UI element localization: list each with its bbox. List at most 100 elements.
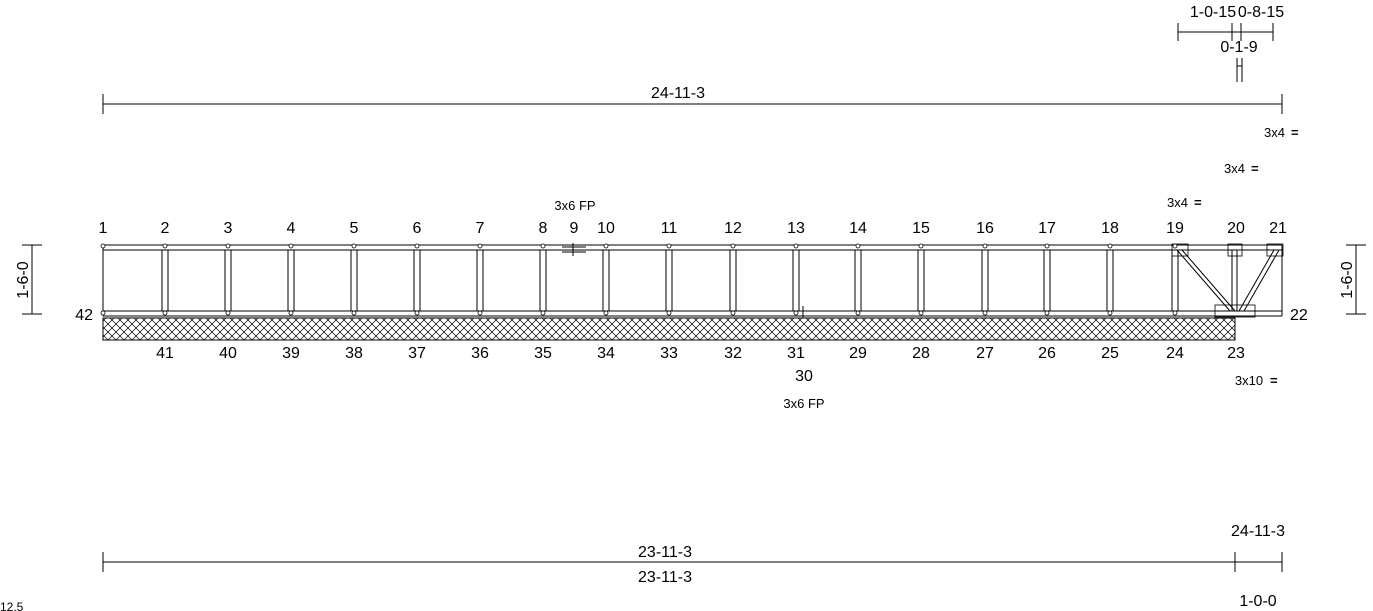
vertical-web (1106, 249, 1114, 312)
node-marker (351, 243, 357, 249)
node-marker (982, 243, 988, 249)
vertical-web (854, 249, 862, 312)
node-marker (603, 243, 609, 249)
node-marker (540, 310, 546, 316)
bottom-node-label: 40 (219, 345, 237, 362)
node-42-label: 42 (75, 307, 93, 324)
node-marker (540, 243, 546, 249)
top-node-label: 17 (1038, 220, 1056, 237)
dim-overall-bottom-upper: 23-11-3 (638, 544, 692, 561)
node-marker (855, 243, 861, 249)
plate-label-1: 3x4 (1264, 125, 1285, 140)
top-node-label: 19 (1166, 220, 1184, 237)
node-marker (162, 243, 168, 249)
dim-seg-a: 1-0-15 (1190, 4, 1236, 21)
bottom-node-label: 24 (1166, 345, 1184, 362)
top-node-label: 14 (849, 220, 867, 237)
node-marker (730, 243, 736, 249)
vertical-web (792, 249, 800, 312)
plate-label-fp-bottom: 3x6 FP (783, 396, 824, 411)
bottom-node-label: 37 (408, 345, 426, 362)
node-22-label: 22 (1290, 307, 1308, 324)
plate-symbol-1: = (1291, 125, 1299, 140)
node-marker (918, 310, 924, 316)
top-node-label: 4 (287, 220, 296, 237)
node-marker (982, 310, 988, 316)
bottom-node-label: 29 (849, 345, 867, 362)
plate-label-2: 3x4 (1224, 161, 1245, 176)
vertical-web (476, 249, 484, 312)
top-node-label: 2 (161, 220, 170, 237)
node-marker (351, 310, 357, 316)
plate-label-fp-top: 3x6 FP (554, 198, 595, 213)
node-marker (666, 243, 672, 249)
plate-symbol-bottom-right: = (1270, 373, 1278, 388)
node-marker (1172, 243, 1178, 249)
vertical-web (350, 249, 358, 312)
vertical-web (602, 249, 610, 312)
truss-body (100, 243, 1284, 341)
dim-right: 1-6-0 (1339, 261, 1356, 298)
vertical-web (161, 249, 169, 312)
node-marker (1107, 310, 1113, 316)
vertical-webs (161, 249, 1179, 312)
plate-label-bottom-right: 3x10 (1235, 373, 1263, 388)
node-marker (730, 310, 736, 316)
top-node-label: 3 (224, 220, 233, 237)
plate-label-3: 3x4 (1167, 195, 1188, 210)
bottom-node-label: 36 (471, 345, 489, 362)
node-marker (1107, 243, 1113, 249)
plate-symbol-2: = (1251, 161, 1259, 176)
top-node-label: 16 (976, 220, 994, 237)
top-node-label: 21 (1269, 220, 1287, 237)
bearing-hatch (102, 317, 1236, 341)
bottom-node-label: 41 (156, 345, 174, 362)
node-marker (162, 310, 168, 316)
bottom-node-label: 38 (345, 345, 363, 362)
bottom-node-label: 33 (660, 345, 678, 362)
plate-node-21 (1266, 243, 1284, 257)
plate-node-19 (1171, 243, 1189, 257)
node-marker (603, 310, 609, 316)
node-marker (1044, 310, 1050, 316)
vertical-web (665, 249, 673, 312)
node-marker (477, 310, 483, 316)
dim-right-lower: 1-0-0 (1239, 593, 1276, 610)
node-marker (414, 243, 420, 249)
left-side-dimension: 1-6-0 (15, 244, 42, 315)
node-marker (100, 310, 106, 316)
node-marker (1044, 243, 1050, 249)
bottom-node-label: 27 (976, 345, 994, 362)
bottom-node-label: 23 (1227, 345, 1245, 362)
node-marker (225, 310, 231, 316)
top-right-dimensions: 1-0-15 0-8-15 0-1-9 (1177, 4, 1284, 82)
top-node-label: 13 (787, 220, 805, 237)
top-node-label: 6 (413, 220, 422, 237)
plate-node-23 (1214, 304, 1256, 318)
dim-left: 1-6-0 (15, 261, 32, 298)
top-node-label: 11 (661, 220, 678, 237)
node-30-label: 30 (795, 368, 813, 385)
top-node-label: 18 (1101, 220, 1119, 237)
top-node-label: 5 (350, 220, 359, 237)
plate-node-20 (1227, 243, 1243, 257)
plate-symbol-3: = (1194, 195, 1202, 210)
node-marker (666, 310, 672, 316)
vertical-web (413, 249, 421, 312)
node-marker (288, 243, 294, 249)
top-node-labels: 1 2 3 4 5 6 7 8 9 10 11 12 13 14 15 16 17 18 19 20 21 (99, 220, 1287, 237)
node-marker (793, 243, 799, 249)
bottom-node-label: 35 (534, 345, 552, 362)
node-markers (100, 243, 1178, 316)
node-marker (288, 310, 294, 316)
node-marker (918, 243, 924, 249)
dim-overall-top: 24-11-3 (651, 85, 705, 102)
node-marker (225, 243, 231, 249)
node-marker (414, 310, 420, 316)
top-dimension: 24-11-3 (102, 85, 1283, 114)
node-marker (855, 310, 861, 316)
bottom-node-label: 25 (1101, 345, 1119, 362)
vertical-web (1043, 249, 1051, 312)
plate-labels-top: 3x4 = 3x4 = 3x4 = 3x6 FP (554, 125, 1299, 213)
